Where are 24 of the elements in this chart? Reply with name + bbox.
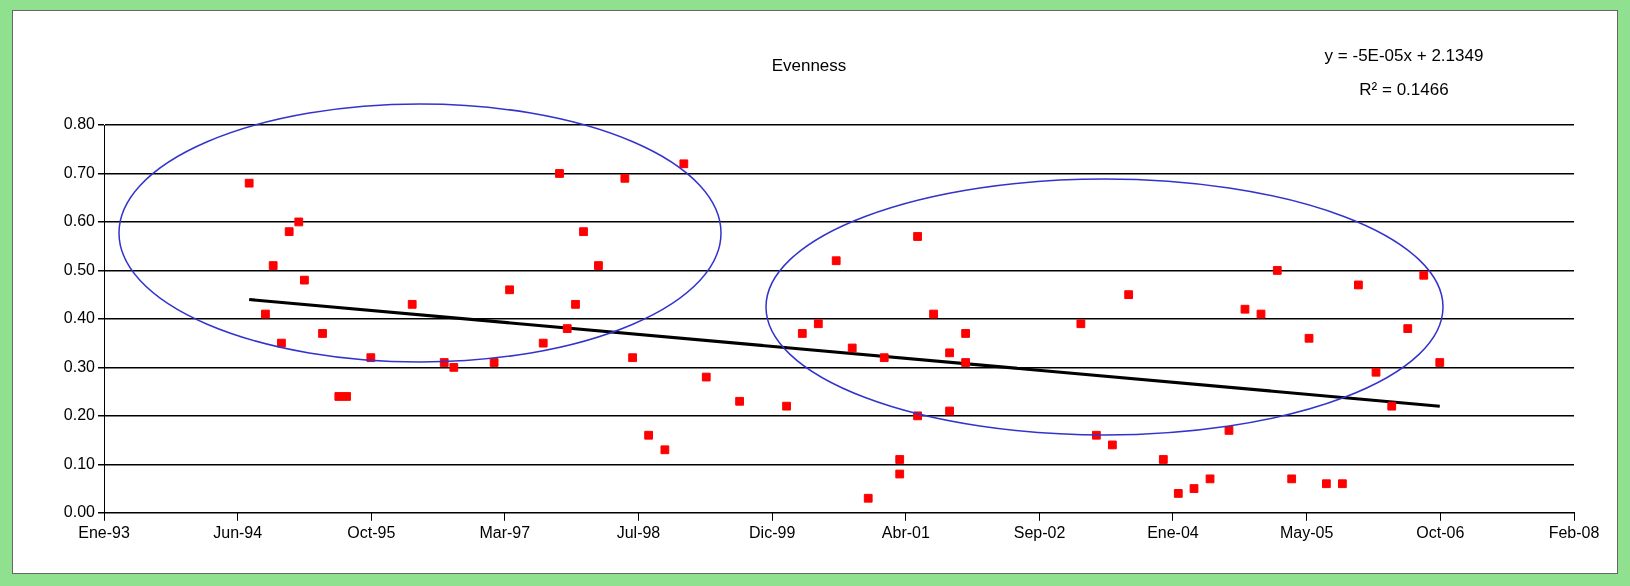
x-tick-label: Ene-93: [78, 523, 130, 541]
y-tick-label: 0.40: [63, 309, 96, 327]
x-tick-label: Sep-02: [1013, 523, 1066, 541]
text: R² = 0.1466: [1359, 79, 1449, 99]
x-tick-label: Mar-97: [479, 523, 531, 541]
x-tick-label: Jul-98: [616, 523, 661, 541]
y-tick-label: 0.20: [63, 406, 96, 424]
x-tick-label: May-05: [1279, 523, 1334, 541]
y-tick-label: 0.50: [63, 260, 96, 278]
y-tick-label: 0.30: [63, 357, 96, 375]
y-tick-label: 0.10: [63, 454, 96, 472]
x-tick-label: Dic-99: [749, 523, 796, 541]
y-tick-label: 0.70: [63, 163, 96, 181]
y-tick-label: 0.00: [63, 503, 96, 521]
y-tick-label: 0.80: [63, 115, 96, 133]
x-tick-label: Abr-01: [881, 523, 930, 541]
x-tick-label: Jun-94: [213, 523, 263, 541]
x-tick-label: Feb-08: [1548, 523, 1600, 541]
x-tick-label: Oct-95: [347, 523, 396, 541]
chart-title: Evenness: [771, 55, 847, 75]
x-tick-label: Oct-06: [1416, 523, 1465, 541]
x-tick-label: Ene-04: [1147, 523, 1199, 541]
y-tick-label: 0.60: [63, 212, 96, 230]
text: y = -5E-05x + 2.1349: [1324, 45, 1484, 65]
